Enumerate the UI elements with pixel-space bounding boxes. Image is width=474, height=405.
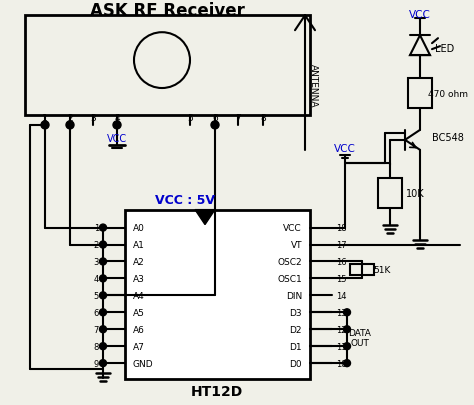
Circle shape	[100, 292, 107, 299]
Text: 9: 9	[94, 359, 99, 368]
Text: 1: 1	[94, 224, 99, 232]
Text: 11: 11	[336, 342, 346, 351]
Circle shape	[113, 122, 121, 130]
Bar	[25, 16, 310, 116]
Text: VCC: VCC	[283, 224, 302, 232]
Text: 16: 16	[336, 257, 346, 266]
Text: 3: 3	[94, 257, 99, 266]
Text: VCC: VCC	[107, 134, 127, 143]
Text: 10K: 10K	[406, 188, 424, 198]
Text: 14: 14	[336, 291, 346, 300]
Text: A7: A7	[133, 342, 145, 351]
Text: ANTENNA: ANTENNA	[309, 64, 318, 107]
Text: D1: D1	[289, 342, 302, 351]
Circle shape	[100, 343, 107, 350]
Text: 12: 12	[336, 325, 346, 334]
Text: D3: D3	[289, 308, 302, 317]
Text: A4: A4	[133, 291, 145, 300]
Text: 10: 10	[336, 359, 346, 368]
Circle shape	[211, 122, 219, 130]
Text: A2: A2	[133, 257, 145, 266]
Text: GND: GND	[133, 359, 154, 368]
Circle shape	[100, 360, 107, 367]
Text: 7: 7	[94, 325, 99, 334]
Text: 7: 7	[235, 114, 241, 123]
Text: 6: 6	[212, 114, 218, 123]
Text: 51K: 51K	[374, 265, 391, 274]
Bar	[125, 210, 310, 379]
Text: 13: 13	[336, 308, 346, 317]
Text: 4: 4	[94, 274, 99, 283]
Text: 6: 6	[94, 308, 99, 317]
Text: BC548: BC548	[432, 132, 464, 143]
Text: A1: A1	[133, 241, 145, 249]
Circle shape	[344, 309, 350, 316]
Text: 470 ohm: 470 ohm	[428, 89, 468, 98]
Text: VCC: VCC	[334, 143, 356, 153]
Text: A6: A6	[133, 325, 145, 334]
Text: 5: 5	[187, 114, 193, 123]
Circle shape	[66, 122, 74, 130]
Circle shape	[344, 360, 350, 367]
Bar	[408, 79, 432, 109]
Text: VT: VT	[291, 241, 302, 249]
Text: 2: 2	[67, 114, 73, 123]
Text: 2: 2	[94, 241, 99, 249]
Circle shape	[100, 224, 107, 232]
Text: LED: LED	[436, 44, 455, 54]
Text: D2: D2	[290, 325, 302, 334]
Circle shape	[344, 343, 350, 350]
Bar	[378, 178, 402, 208]
Text: 1: 1	[42, 114, 48, 123]
Text: VCC : 5V: VCC : 5V	[155, 194, 215, 207]
Text: 15: 15	[336, 274, 346, 283]
Circle shape	[100, 258, 107, 265]
Text: A5: A5	[133, 308, 145, 317]
Text: 4: 4	[114, 114, 120, 123]
Text: OSC1: OSC1	[277, 274, 302, 283]
Circle shape	[41, 122, 49, 130]
Text: HT12D: HT12D	[191, 384, 243, 398]
Circle shape	[344, 326, 350, 333]
Circle shape	[100, 275, 107, 282]
Text: 8: 8	[94, 342, 99, 351]
Text: D0: D0	[289, 359, 302, 368]
Text: DATA
OUT: DATA OUT	[348, 328, 372, 347]
Text: 18: 18	[336, 224, 346, 232]
Text: DIN: DIN	[286, 291, 302, 300]
Text: A3: A3	[133, 274, 145, 283]
Text: A0: A0	[133, 224, 145, 232]
Text: OSC2: OSC2	[277, 257, 302, 266]
Bar	[350, 265, 374, 276]
Circle shape	[100, 241, 107, 248]
Polygon shape	[195, 210, 215, 225]
Text: 3: 3	[90, 114, 96, 123]
Circle shape	[100, 326, 107, 333]
Text: 8: 8	[260, 114, 266, 123]
Text: VCC: VCC	[409, 10, 431, 20]
Text: ASK RF Receiver: ASK RF Receiver	[90, 2, 245, 20]
Text: 17: 17	[336, 241, 346, 249]
Circle shape	[100, 309, 107, 316]
Text: 5: 5	[94, 291, 99, 300]
